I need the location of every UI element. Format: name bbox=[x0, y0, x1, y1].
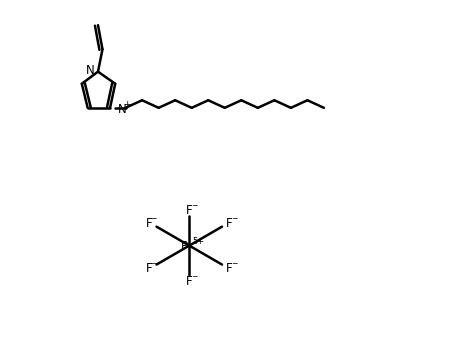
Text: −: − bbox=[191, 272, 197, 281]
Text: F: F bbox=[226, 217, 233, 230]
Text: +: + bbox=[123, 100, 131, 109]
Text: P: P bbox=[181, 240, 188, 253]
Text: F: F bbox=[146, 217, 152, 230]
Text: N: N bbox=[118, 103, 126, 116]
Text: −: − bbox=[231, 259, 238, 268]
Text: F: F bbox=[146, 261, 152, 274]
Text: −: − bbox=[151, 259, 157, 268]
Text: −: − bbox=[231, 214, 238, 223]
Text: F: F bbox=[226, 261, 233, 274]
Text: −: − bbox=[151, 214, 157, 223]
Text: 5+: 5+ bbox=[193, 237, 205, 246]
Text: N: N bbox=[86, 64, 95, 77]
Text: F: F bbox=[186, 204, 192, 217]
Text: −: − bbox=[191, 201, 197, 210]
Text: F: F bbox=[186, 275, 192, 288]
